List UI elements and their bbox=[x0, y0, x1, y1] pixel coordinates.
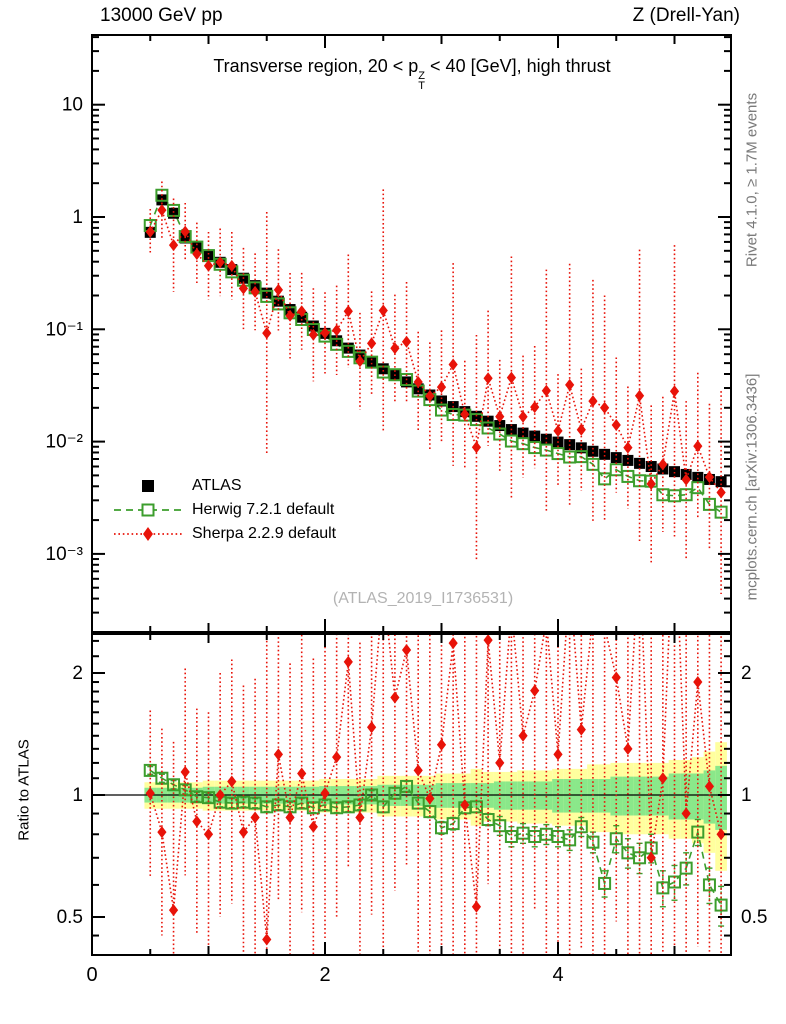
ratio-panel-data bbox=[92, 634, 731, 955]
tick-label: 0.5 bbox=[57, 907, 83, 928]
plot-title-sub: T bbox=[418, 80, 426, 92]
tick-label: 10⁻³ bbox=[46, 544, 84, 565]
legend-label-sherpa: Sherpa 2.2.9 default bbox=[192, 525, 337, 542]
tick-label: 2 bbox=[72, 663, 83, 684]
legend-row-herwig: Herwig 7.2.1 default bbox=[112, 498, 336, 522]
legend-label-atlas: ATLAS bbox=[192, 477, 242, 494]
tick-label: 10⁻¹ bbox=[46, 319, 84, 340]
tick-label: 2 bbox=[319, 964, 330, 986]
tick-label: 1 bbox=[72, 207, 83, 228]
herwig-open-square-dashed-icon bbox=[114, 503, 182, 517]
legend-row-sherpa: Sherpa 2.2.9 default bbox=[112, 522, 336, 546]
sherpa-filled-diamond-dotted-icon bbox=[114, 527, 182, 541]
rivet-version-note: Rivet 4.1.0, ≥ 1.7M events bbox=[743, 92, 761, 268]
plot-title-suffix: < 40 [GeV], high thrust bbox=[425, 56, 611, 76]
tick-label: 0.5 bbox=[741, 907, 767, 928]
analysis-id-watermark: (ATLAS_2019_I1736531) bbox=[332, 590, 514, 607]
tick-label: 1 bbox=[741, 785, 752, 806]
plot-title-prefix: Transverse region, 20 < p bbox=[213, 56, 419, 76]
tick-label: 1 bbox=[72, 785, 83, 806]
process-label: Z (Drell-Yan) bbox=[632, 5, 740, 26]
tick-label: 10 bbox=[62, 95, 83, 116]
tick-label: 0 bbox=[86, 964, 97, 986]
ratio-axis-title: Ratio to ATLAS bbox=[15, 739, 33, 841]
main-panel-data bbox=[143, 181, 728, 594]
tick-label: 4 bbox=[552, 964, 563, 986]
panel-frames-and-ticks: 10 1 10⁻¹ 10⁻² 10⁻³ 2 2 1 1 0.5 0.5 0 2 4 bbox=[46, 34, 767, 986]
legend: ATLAS Herwig 7.2.1 default Sherpa 2.2.9 … bbox=[112, 474, 336, 546]
legend-label-herwig: Herwig 7.2.1 default bbox=[192, 501, 335, 518]
tick-label: 10⁻² bbox=[46, 432, 84, 453]
beam-energy-label: 13000 GeV pp bbox=[100, 5, 223, 26]
plot-title-sup: Z bbox=[418, 70, 426, 82]
atlas-filled-square-icon bbox=[142, 480, 154, 492]
tick-label: 2 bbox=[741, 663, 752, 684]
legend-row-atlas: ATLAS bbox=[112, 474, 336, 498]
mcplots-arxiv-note: mcplots.cern.ch [arXiv:1306.3436] bbox=[743, 373, 761, 601]
